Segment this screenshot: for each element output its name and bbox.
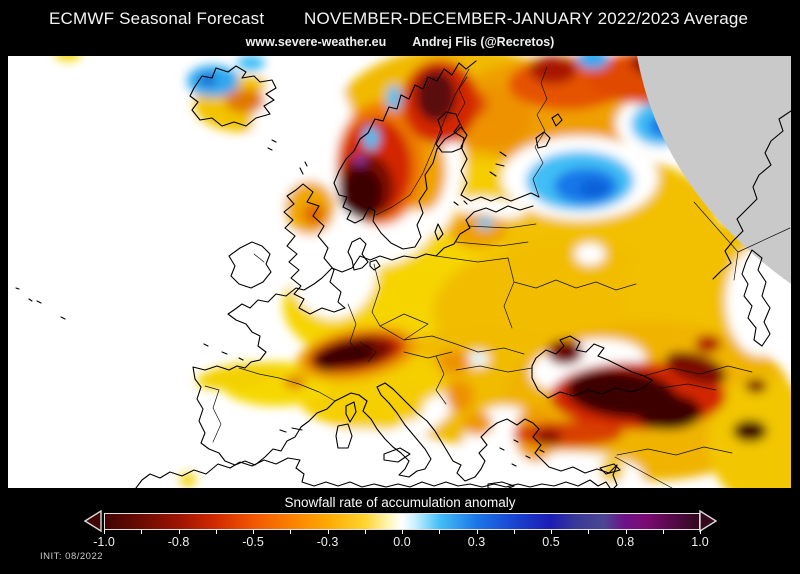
islands-faroe <box>267 139 277 151</box>
coast-ireland <box>228 241 272 289</box>
minor-tick <box>290 530 292 534</box>
island-crete <box>487 481 515 488</box>
legend: Snowfall rate of accumulation anomaly -1… <box>0 488 800 574</box>
minor-tick <box>588 530 590 534</box>
colorbar-gradient <box>104 513 700 530</box>
credit-site: www.severe-weather.eu <box>245 35 387 49</box>
coast-great-britain <box>283 183 346 315</box>
lakes-finland <box>489 151 507 177</box>
minor-tick <box>439 530 441 534</box>
major-tick <box>327 530 329 534</box>
island-sardinia <box>335 423 353 449</box>
major-tick <box>551 530 552 534</box>
tick-label: -0.8 <box>167 535 190 549</box>
tick-label: -0.5 <box>242 535 264 549</box>
major-tick <box>700 530 701 534</box>
europe-anomaly-map <box>8 56 791 488</box>
minor-tick <box>662 530 664 534</box>
coast-continental-europe <box>192 205 618 488</box>
colorbar-left-arrow-icon <box>84 510 102 532</box>
page-title: ECMWF Seasonal Forecast <box>49 9 265 28</box>
islands-aegean <box>499 439 545 467</box>
country-borders <box>204 66 791 488</box>
legend-title: Snowfall rate of accumulation anomaly <box>284 495 516 510</box>
islands-balearic <box>279 427 303 433</box>
tick-label: -1.0 <box>93 535 115 549</box>
islands-madeira-canary <box>203 343 244 361</box>
coastlines <box>15 60 791 488</box>
minor-tick <box>364 530 366 534</box>
header: ECMWF Seasonal Forecast NOVEMBER-DECEMBE… <box>0 0 800 56</box>
major-tick <box>104 530 105 534</box>
major-tick <box>625 530 627 534</box>
coast-denmark <box>347 237 381 271</box>
coast-scandinavia <box>333 60 540 250</box>
anomaly-field <box>55 56 791 488</box>
islands-azores <box>15 287 66 320</box>
coast-black-sea <box>531 335 653 399</box>
island-gotland <box>434 223 444 241</box>
coast-north-africa <box>135 457 611 488</box>
title-row: ECMWF Seasonal Forecast NOVEMBER-DECEMBE… <box>0 9 800 31</box>
major-tick <box>402 530 403 534</box>
minor-tick <box>513 530 515 534</box>
minor-tick <box>141 530 143 534</box>
tick-label: 0.0 <box>393 535 411 549</box>
credit-author: Andrej Flis (@Recretos) <box>412 35 555 49</box>
map-panel <box>8 56 791 488</box>
colorbar-ticks <box>104 530 701 534</box>
coast-iceland <box>189 65 277 127</box>
islands-aland <box>453 200 468 206</box>
credits-row: www.severe-weather.eu Andrej Flis (@Recre… <box>0 35 800 49</box>
init-label: INIT: 08/2022 <box>40 551 104 562</box>
island-sicily <box>383 447 411 463</box>
tick-label: 0.3 <box>467 535 486 549</box>
tick-label: 1.0 <box>691 535 709 549</box>
tick-label: 0.8 <box>616 535 635 549</box>
island-cyprus <box>599 463 621 475</box>
no-data-region <box>637 56 791 284</box>
major-tick <box>178 530 180 534</box>
major-tick <box>253 530 254 534</box>
major-tick <box>476 530 478 534</box>
lakes-ladoga-onega <box>535 113 563 149</box>
colorbar-tick-labels: -1.0 -0.8 -0.5 -0.3 0.0 0.3 0.5 0.8 1.0 <box>93 535 708 549</box>
colorbar-right-arrow-icon <box>699 510 717 532</box>
coast-arctic-russia <box>712 110 791 280</box>
tick-label: 0.5 <box>542 535 560 549</box>
islands-shetland <box>299 161 308 175</box>
coast-caspian-sea <box>741 249 771 347</box>
minor-tick <box>215 530 217 534</box>
island-corsica <box>345 401 357 423</box>
coast-white-sea <box>435 111 465 153</box>
page-title-period: NOVEMBER-DECEMBER-JANUARY 2022/2023 Aver… <box>304 9 749 28</box>
tick-label: -0.3 <box>316 535 339 549</box>
